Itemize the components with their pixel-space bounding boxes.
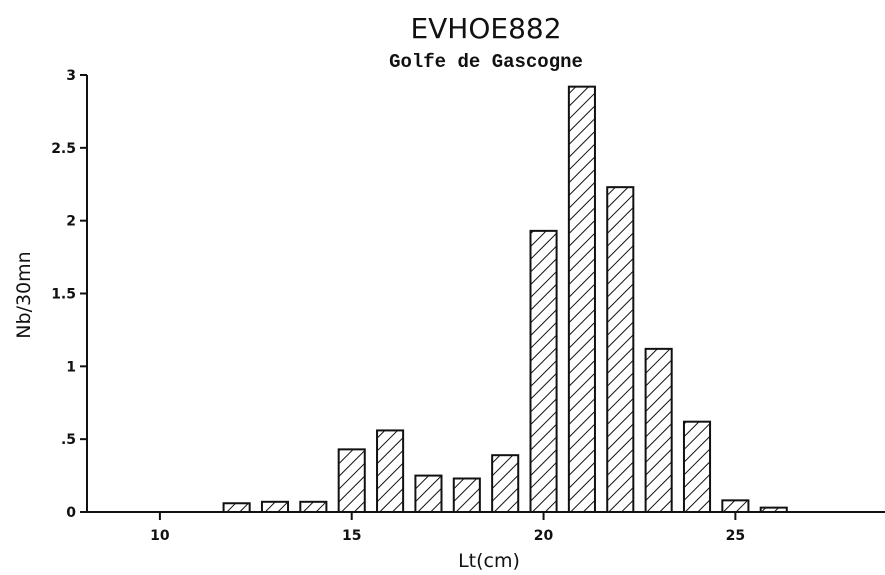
y-tick-label: 2 [66,214,76,230]
bar [606,186,635,513]
chart-title: EVHOE882 [410,12,561,45]
bar [452,477,481,514]
y-tick-label: 1.5 [51,287,76,303]
bar [222,502,251,514]
bar [759,506,788,514]
bar [376,429,405,513]
bar [337,448,366,514]
x-axis-label: Lt(cm) [458,550,520,572]
bar [414,474,443,514]
bar [682,420,712,514]
x-tick-label: 20 [534,528,554,544]
y-tick-label: 3 [66,68,76,84]
x-tick-label: 10 [150,528,170,544]
bar-series [222,85,788,514]
bar [567,85,596,514]
y-tick-label: 1 [66,359,76,375]
y-tick-label: 2.5 [51,141,76,157]
bar [299,500,328,514]
bar [491,454,520,514]
y-tick-label: 0 [66,505,76,521]
bar [260,500,290,514]
y-tick-label: .5 [61,432,76,448]
y-axis: 0 .5 1 1.5 2 2.5 3 [51,68,88,521]
bar [644,347,673,513]
x-axis: 10 15 20 25 [87,511,885,544]
bar [721,499,750,514]
chart-subtitle: Golfe de Gascogne [389,51,583,73]
y-axis-label: Nb/30mn [13,251,35,338]
x-tick-label: 15 [342,528,361,544]
x-tick-label: 25 [726,528,745,544]
bar [529,229,558,513]
